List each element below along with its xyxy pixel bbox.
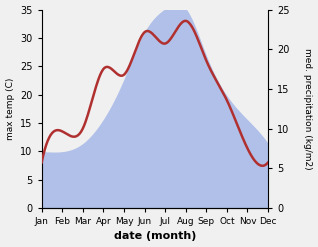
Y-axis label: max temp (C): max temp (C) [5, 78, 15, 140]
Y-axis label: med. precipitation (kg/m2): med. precipitation (kg/m2) [303, 48, 313, 169]
X-axis label: date (month): date (month) [114, 231, 196, 242]
